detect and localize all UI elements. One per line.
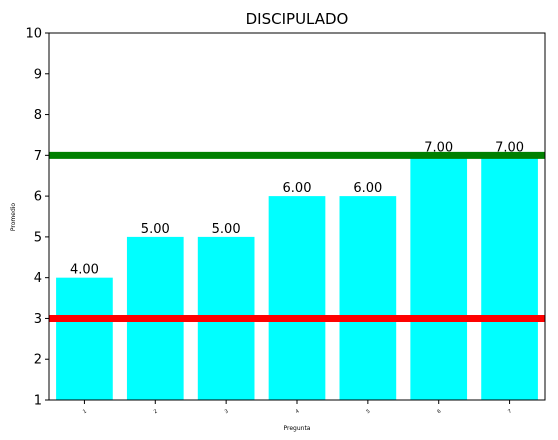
chart-title: DISCIPULADO [246,10,349,28]
data-label-4: 6.00 [283,181,312,196]
x-tick-label-5: 5 [365,408,371,415]
x-tick-label-7: 7 [507,408,513,415]
y-tick-label-4: 4 [34,271,42,286]
y-tick-label-8: 8 [34,108,42,123]
bars-group [56,155,538,400]
y-tick-label-1: 1 [34,394,42,409]
data-label-1: 4.00 [70,263,99,278]
bar-5 [339,196,397,400]
y-tick-label-6: 6 [34,190,42,205]
y-tick-label-9: 9 [34,67,42,82]
bar-4 [268,196,326,400]
y-tick-label-2: 2 [34,353,42,368]
y-tick-label-5: 5 [34,230,42,245]
bar-1 [56,277,113,400]
y-axis-label: Promedio [10,203,17,232]
y-tick-label-10: 10 [25,27,42,42]
data-label-6: 7.00 [424,140,453,155]
data-label-3: 5.00 [212,222,241,237]
y-axis-ticks: 1 2 3 4 5 6 7 8 9 10 [25,27,49,409]
x-tick-label-3: 3 [224,408,230,415]
data-label-2: 5.00 [141,222,170,237]
bar-6 [410,155,468,400]
bar-7 [481,155,538,400]
y-tick-label-3: 3 [34,312,42,327]
x-axis-ticks: 1 2 3 4 5 6 7 [82,400,513,415]
x-tick-label-2: 2 [153,408,159,415]
x-tick-label-6: 6 [436,408,442,415]
x-tick-label-1: 1 [82,408,88,415]
x-tick-label-4: 4 [295,408,301,415]
data-labels: 4.00 5.00 5.00 6.00 6.00 7.00 7.00 [70,140,524,277]
data-label-5: 6.00 [353,181,382,196]
y-tick-label-7: 7 [34,149,42,164]
data-label-7: 7.00 [495,140,524,155]
x-axis-label: Pregunta [284,425,311,432]
reference-lines [49,151,545,322]
